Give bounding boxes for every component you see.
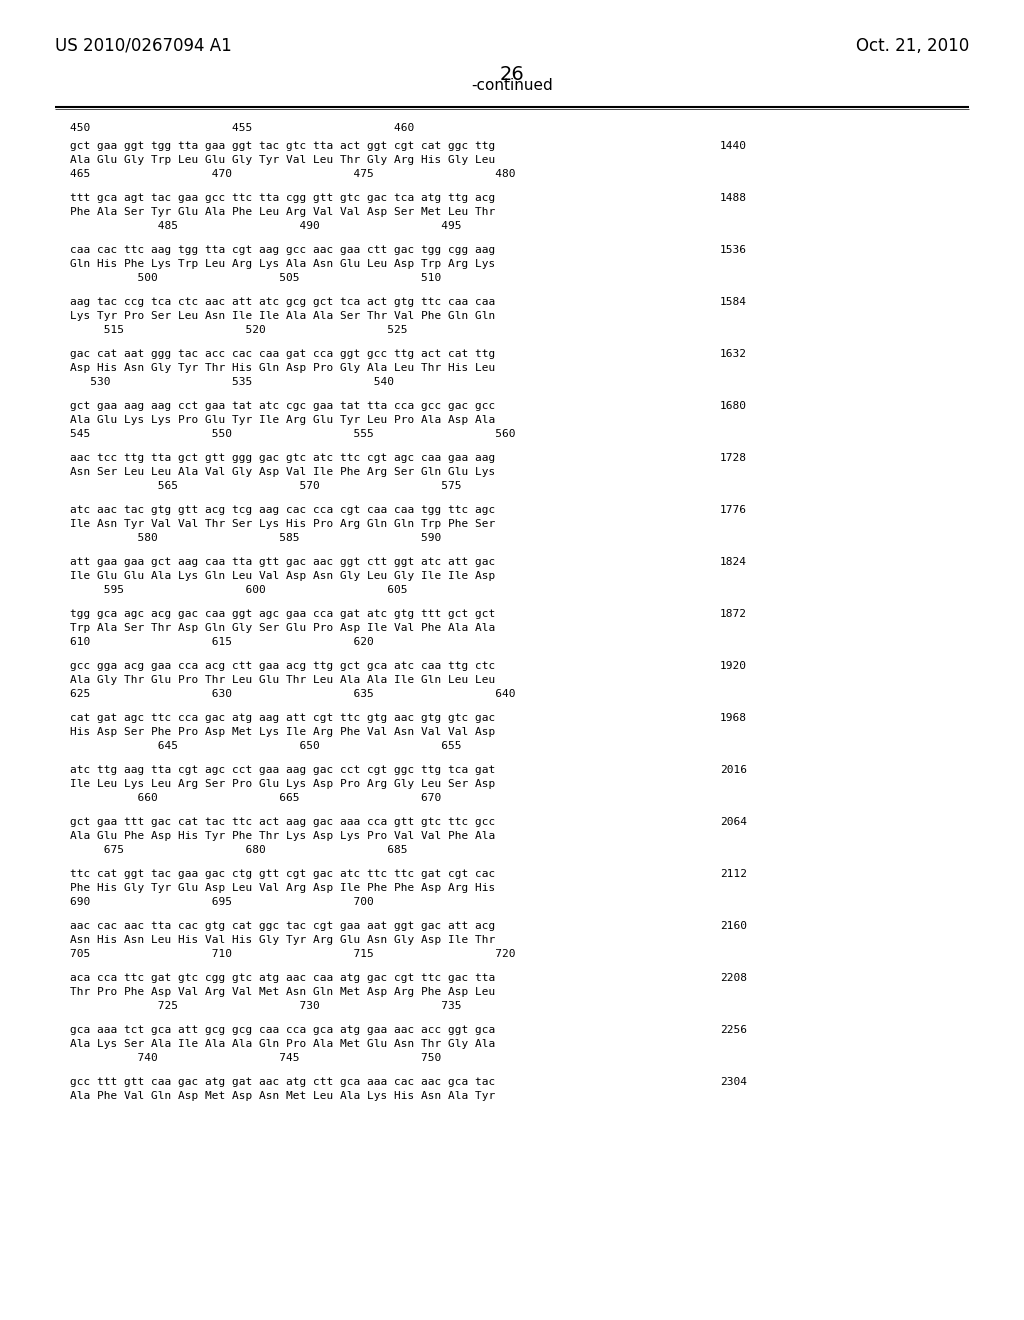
Text: 2304: 2304 xyxy=(720,1077,746,1086)
Text: 1872: 1872 xyxy=(720,609,746,619)
Text: aac cac aac tta cac gtg cat ggc tac cgt gaa aat ggt gac att acg: aac cac aac tta cac gtg cat ggc tac cgt … xyxy=(70,921,496,931)
Text: 1680: 1680 xyxy=(720,401,746,411)
Text: 1584: 1584 xyxy=(720,297,746,308)
Text: Ala Lys Ser Ala Ile Ala Ala Gln Pro Ala Met Glu Asn Thr Gly Ala: Ala Lys Ser Ala Ile Ala Ala Gln Pro Ala … xyxy=(70,1039,496,1049)
Text: gcc ttt gtt caa gac atg gat aac atg ctt gca aaa cac aac gca tac: gcc ttt gtt caa gac atg gat aac atg ctt … xyxy=(70,1077,496,1086)
Text: ttc cat ggt tac gaa gac ctg gtt cgt gac atc ttc ttc gat cgt cac: ttc cat ggt tac gaa gac ctg gtt cgt gac … xyxy=(70,869,496,879)
Text: 725                  730                  735: 725 730 735 xyxy=(70,1001,462,1011)
Text: 740                  745                  750: 740 745 750 xyxy=(70,1053,441,1063)
Text: Ile Glu Glu Ala Lys Gln Leu Val Asp Asn Gly Leu Gly Ile Ile Asp: Ile Glu Glu Ala Lys Gln Leu Val Asp Asn … xyxy=(70,572,496,581)
Text: 610                  615                  620: 610 615 620 xyxy=(70,638,374,647)
Text: gac cat aat ggg tac acc cac caa gat cca ggt gcc ttg act cat ttg: gac cat aat ggg tac acc cac caa gat cca … xyxy=(70,348,496,359)
Text: Ala Glu Lys Lys Pro Glu Tyr Ile Arg Glu Tyr Leu Pro Ala Asp Ala: Ala Glu Lys Lys Pro Glu Tyr Ile Arg Glu … xyxy=(70,414,496,425)
Text: 625                  630                  635                  640: 625 630 635 640 xyxy=(70,689,515,700)
Text: ttt gca agt tac gaa gcc ttc tta cgg gtt gtc gac tca atg ttg acg: ttt gca agt tac gaa gcc ttc tta cgg gtt … xyxy=(70,193,496,203)
Text: Ile Leu Lys Leu Arg Ser Pro Glu Lys Asp Pro Arg Gly Leu Ser Asp: Ile Leu Lys Leu Arg Ser Pro Glu Lys Asp … xyxy=(70,779,496,789)
Text: 1440: 1440 xyxy=(720,141,746,150)
Text: cat gat agc ttc cca gac atg aag att cgt ttc gtg aac gtg gtc gac: cat gat agc ttc cca gac atg aag att cgt … xyxy=(70,713,496,723)
Text: 500                  505                  510: 500 505 510 xyxy=(70,273,441,282)
Text: 1968: 1968 xyxy=(720,713,746,723)
Text: 1536: 1536 xyxy=(720,246,746,255)
Text: 450                     455                     460: 450 455 460 xyxy=(70,123,415,133)
Text: 2016: 2016 xyxy=(720,766,746,775)
Text: US 2010/0267094 A1: US 2010/0267094 A1 xyxy=(55,37,231,55)
Text: gct gaa aag aag cct gaa tat atc cgc gaa tat tta cca gcc gac gcc: gct gaa aag aag cct gaa tat atc cgc gaa … xyxy=(70,401,496,411)
Text: gcc gga acg gaa cca acg ctt gaa acg ttg gct gca atc caa ttg ctc: gcc gga acg gaa cca acg ctt gaa acg ttg … xyxy=(70,661,496,671)
Text: Lys Tyr Pro Ser Leu Asn Ile Ile Ala Ala Ser Thr Val Phe Gln Gln: Lys Tyr Pro Ser Leu Asn Ile Ile Ala Ala … xyxy=(70,312,496,321)
Text: caa cac ttc aag tgg tta cgt aag gcc aac gaa ctt gac tgg cgg aag: caa cac ttc aag tgg tta cgt aag gcc aac … xyxy=(70,246,496,255)
Text: 2160: 2160 xyxy=(720,921,746,931)
Text: 1824: 1824 xyxy=(720,557,746,568)
Text: -continued: -continued xyxy=(471,78,553,92)
Text: atc aac tac gtg gtt acg tcg aag cac cca cgt caa caa tgg ttc agc: atc aac tac gtg gtt acg tcg aag cac cca … xyxy=(70,506,496,515)
Text: 485                  490                  495: 485 490 495 xyxy=(70,220,462,231)
Text: tgg gca agc acg gac caa ggt agc gaa cca gat atc gtg ttt gct gct: tgg gca agc acg gac caa ggt agc gaa cca … xyxy=(70,609,496,619)
Text: 465                  470                  475                  480: 465 470 475 480 xyxy=(70,169,515,180)
Text: Ala Phe Val Gln Asp Met Asp Asn Met Leu Ala Lys His Asn Ala Tyr: Ala Phe Val Gln Asp Met Asp Asn Met Leu … xyxy=(70,1092,496,1101)
Text: Trp Ala Ser Thr Asp Gln Gly Ser Glu Pro Asp Ile Val Phe Ala Ala: Trp Ala Ser Thr Asp Gln Gly Ser Glu Pro … xyxy=(70,623,496,634)
Text: 1728: 1728 xyxy=(720,453,746,463)
Text: aca cca ttc gat gtc cgg gtc atg aac caa atg gac cgt ttc gac tta: aca cca ttc gat gtc cgg gtc atg aac caa … xyxy=(70,973,496,983)
Text: 530                  535                  540: 530 535 540 xyxy=(70,378,394,387)
Text: Asn Ser Leu Leu Ala Val Gly Asp Val Ile Phe Arg Ser Gln Glu Lys: Asn Ser Leu Leu Ala Val Gly Asp Val Ile … xyxy=(70,467,496,477)
Text: att gaa gaa gct aag caa tta gtt gac aac ggt ctt ggt atc att gac: att gaa gaa gct aag caa tta gtt gac aac … xyxy=(70,557,496,568)
Text: 2064: 2064 xyxy=(720,817,746,828)
Text: Ala Glu Gly Trp Leu Glu Gly Tyr Val Leu Thr Gly Arg His Gly Leu: Ala Glu Gly Trp Leu Glu Gly Tyr Val Leu … xyxy=(70,154,496,165)
Text: 1920: 1920 xyxy=(720,661,746,671)
Text: Gln His Phe Lys Trp Leu Arg Lys Ala Asn Glu Leu Asp Trp Arg Lys: Gln His Phe Lys Trp Leu Arg Lys Ala Asn … xyxy=(70,259,496,269)
Text: Asn His Asn Leu His Val His Gly Tyr Arg Glu Asn Gly Asp Ile Thr: Asn His Asn Leu His Val His Gly Tyr Arg … xyxy=(70,935,496,945)
Text: 2256: 2256 xyxy=(720,1026,746,1035)
Text: 1632: 1632 xyxy=(720,348,746,359)
Text: aag tac ccg tca ctc aac att atc gcg gct tca act gtg ttc caa caa: aag tac ccg tca ctc aac att atc gcg gct … xyxy=(70,297,496,308)
Text: aac tcc ttg tta gct gtt ggg gac gtc atc ttc cgt agc caa gaa aag: aac tcc ttg tta gct gtt ggg gac gtc atc … xyxy=(70,453,496,463)
Text: gca aaa tct gca att gcg gcg caa cca gca atg gaa aac acc ggt gca: gca aaa tct gca att gcg gcg caa cca gca … xyxy=(70,1026,496,1035)
Text: 545                  550                  555                  560: 545 550 555 560 xyxy=(70,429,515,440)
Text: 690                  695                  700: 690 695 700 xyxy=(70,898,374,907)
Text: 26: 26 xyxy=(500,65,524,84)
Text: Ala Glu Phe Asp His Tyr Phe Thr Lys Asp Lys Pro Val Val Phe Ala: Ala Glu Phe Asp His Tyr Phe Thr Lys Asp … xyxy=(70,832,496,841)
Text: 2112: 2112 xyxy=(720,869,746,879)
Text: 1776: 1776 xyxy=(720,506,746,515)
Text: Ala Gly Thr Glu Pro Thr Leu Glu Thr Leu Ala Ala Ile Gln Leu Leu: Ala Gly Thr Glu Pro Thr Leu Glu Thr Leu … xyxy=(70,675,496,685)
Text: 705                  710                  715                  720: 705 710 715 720 xyxy=(70,949,515,960)
Text: Ile Asn Tyr Val Val Thr Ser Lys His Pro Arg Gln Gln Trp Phe Ser: Ile Asn Tyr Val Val Thr Ser Lys His Pro … xyxy=(70,519,496,529)
Text: Oct. 21, 2010: Oct. 21, 2010 xyxy=(856,37,969,55)
Text: Phe Ala Ser Tyr Glu Ala Phe Leu Arg Val Val Asp Ser Met Leu Thr: Phe Ala Ser Tyr Glu Ala Phe Leu Arg Val … xyxy=(70,207,496,216)
Text: gct gaa ttt gac cat tac ttc act aag gac aaa cca gtt gtc ttc gcc: gct gaa ttt gac cat tac ttc act aag gac … xyxy=(70,817,496,828)
Text: atc ttg aag tta cgt agc cct gaa aag gac cct cgt ggc ttg tca gat: atc ttg aag tta cgt agc cct gaa aag gac … xyxy=(70,766,496,775)
Text: 1488: 1488 xyxy=(720,193,746,203)
Text: 515                  520                  525: 515 520 525 xyxy=(70,325,408,335)
Text: 580                  585                  590: 580 585 590 xyxy=(70,533,441,543)
Text: gct gaa ggt tgg tta gaa ggt tac gtc tta act ggt cgt cat ggc ttg: gct gaa ggt tgg tta gaa ggt tac gtc tta … xyxy=(70,141,496,150)
Text: 565                  570                  575: 565 570 575 xyxy=(70,480,462,491)
Text: His Asp Ser Phe Pro Asp Met Lys Ile Arg Phe Val Asn Val Val Asp: His Asp Ser Phe Pro Asp Met Lys Ile Arg … xyxy=(70,727,496,737)
Text: Phe His Gly Tyr Glu Asp Leu Val Arg Asp Ile Phe Phe Asp Arg His: Phe His Gly Tyr Glu Asp Leu Val Arg Asp … xyxy=(70,883,496,894)
Text: 675                  680                  685: 675 680 685 xyxy=(70,845,408,855)
Text: Thr Pro Phe Asp Val Arg Val Met Asn Gln Met Asp Arg Phe Asp Leu: Thr Pro Phe Asp Val Arg Val Met Asn Gln … xyxy=(70,987,496,997)
Text: 645                  650                  655: 645 650 655 xyxy=(70,741,462,751)
Text: 2208: 2208 xyxy=(720,973,746,983)
Text: 660                  665                  670: 660 665 670 xyxy=(70,793,441,803)
Text: Asp His Asn Gly Tyr Thr His Gln Asp Pro Gly Ala Leu Thr His Leu: Asp His Asn Gly Tyr Thr His Gln Asp Pro … xyxy=(70,363,496,374)
Text: 595                  600                  605: 595 600 605 xyxy=(70,585,408,595)
